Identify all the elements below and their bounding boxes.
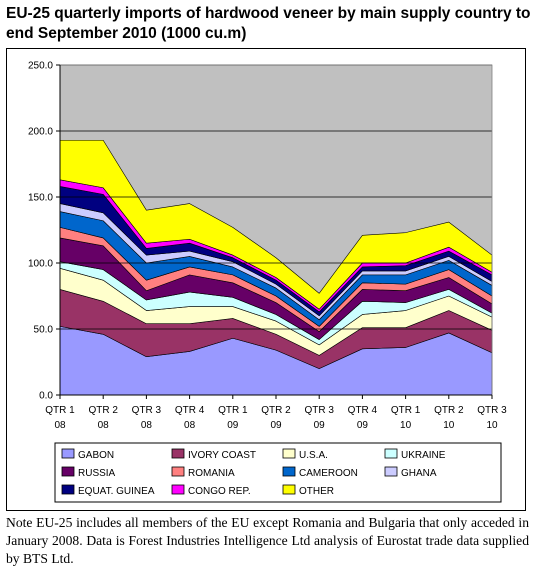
legend-swatch-ukraine [384,448,398,459]
chart-title: EU-25 quarterly imports of hardwood vene… [6,5,531,42]
x-tick-label: QTR 1 [45,405,75,416]
x-tick-label: QTR 1 [218,405,248,416]
x-tick-label-year: 08 [98,420,110,431]
x-tick-label-year: 08 [54,420,66,431]
legend-swatch-russia [61,466,75,477]
legend-swatch-ghana [384,466,398,477]
x-tick-label-year: 10 [443,420,455,431]
legend-label-equat-guinea: EQUAT. GUINEA [78,486,155,497]
x-tick-label-year: 08 [184,420,196,431]
footnote: Note EU-25 includes all members of the E… [6,515,529,566]
legend-swatch-ivory-coast [171,448,185,459]
y-tick-label: 50.0 [34,325,54,336]
y-tick-label: 0.0 [39,391,53,402]
x-tick-label: QTR 3 [304,405,334,416]
x-tick-label: QTR 4 [348,405,378,416]
legend-label-ivory-coast: IVORY COAST [188,450,256,461]
y-tick-label: 200.0 [28,127,53,138]
legend-label-romania: ROMANIA [188,468,235,479]
legend-swatch-romania [171,466,185,477]
legend-swatch-other [282,484,296,495]
legend-label-ukraine: UKRAINE [401,450,446,461]
legend-swatch-congo-rep [171,484,185,495]
legend-swatch-equat-guinea [61,484,75,495]
x-tick-label: QTR 1 [391,405,421,416]
x-tick-label-year: 09 [357,420,369,431]
legend-label-gabon: GABON [78,450,114,461]
x-tick-label: QTR 2 [434,405,464,416]
legend-label-congo-rep: CONGO REP. [188,486,251,497]
x-tick-label: QTR 3 [132,405,162,416]
legend-label-cameroon: CAMEROON [299,468,358,479]
x-tick-label: QTR 4 [175,405,205,416]
x-tick-label: QTR 3 [477,405,507,416]
legend-swatch-u-s-a [282,448,296,459]
legend-swatch-gabon [61,448,75,459]
x-tick-label-year: 09 [227,420,239,431]
y-tick-label: 150.0 [28,193,53,204]
x-tick-label-year: 09 [314,420,326,431]
x-tick-label-year: 08 [141,420,153,431]
legend-label-russia: RUSSIA [78,468,116,479]
legend-label-u-s-a: U.S.A. [299,450,328,461]
y-tick-label: 250.0 [28,61,53,72]
x-tick-label: QTR 2 [261,405,291,416]
x-tick-label-year: 10 [400,420,412,431]
legend [54,442,502,503]
legend-label-ghana: GHANA [401,468,437,479]
y-tick-label: 100.0 [28,259,53,270]
x-tick-label: QTR 2 [88,405,118,416]
legend-swatch-cameroon [282,466,296,477]
legend-label-other: OTHER [299,486,334,497]
x-tick-label-year: 10 [486,420,498,431]
chart: 0.0 50.0 100.0 150.0 200.0 250.0 QTR 1 08 QTR 2 0… [28,61,507,503]
x-tick-label-year: 09 [270,420,282,431]
